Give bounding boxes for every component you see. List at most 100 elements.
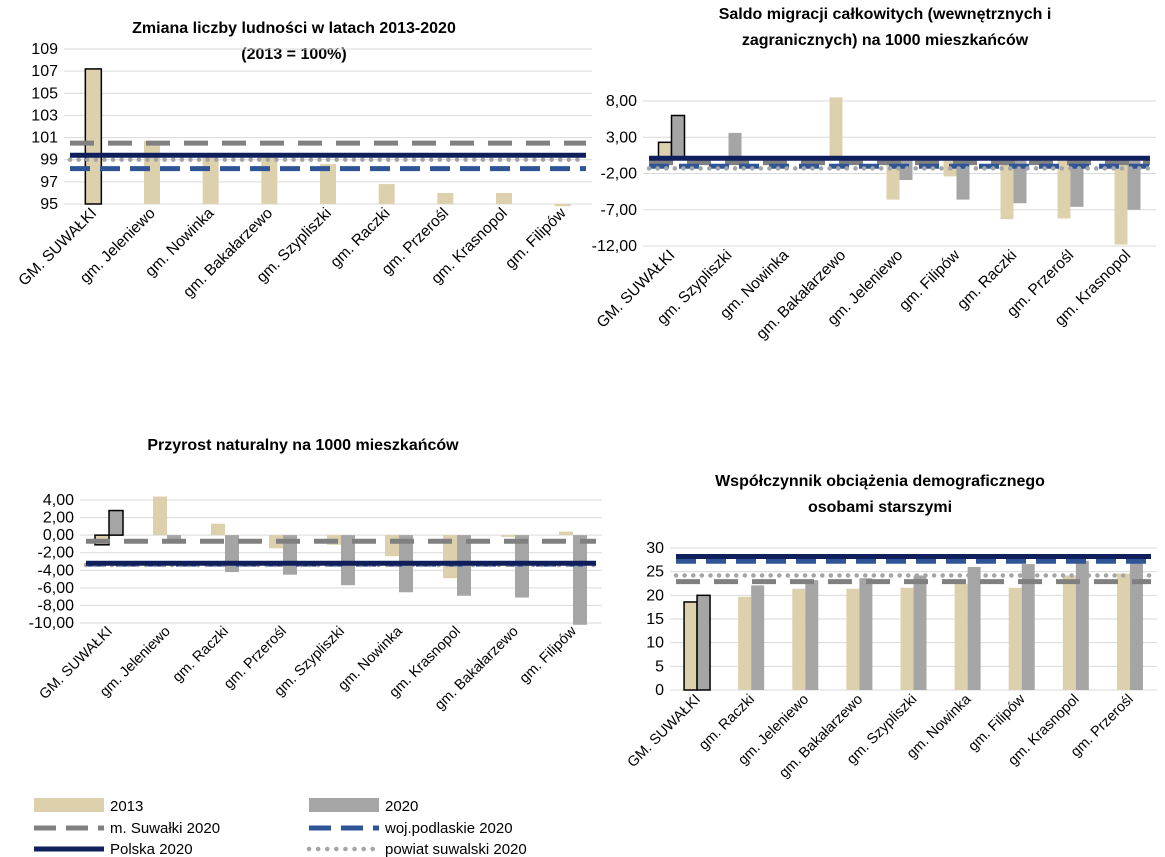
bar-2013-9 bbox=[559, 531, 573, 536]
legend-swatch-2020 bbox=[309, 798, 379, 812]
y-tick-label: 4,00 bbox=[43, 492, 74, 509]
bar-2013-7 bbox=[443, 535, 457, 579]
migration-chart: Saldo migracji całkowitych (wewnętrznych… bbox=[592, 6, 1156, 343]
y-tick-label: 95 bbox=[40, 196, 58, 213]
chart-title-line-2: (2013 = 100%) bbox=[241, 46, 346, 63]
population-chart: Zmiana liczby ludności w latach 2013-202… bbox=[15, 20, 592, 301]
bar-2013-2 bbox=[738, 596, 752, 690]
bar-2013-7 bbox=[437, 192, 454, 204]
bar-2013-1 bbox=[84, 68, 103, 205]
y-tick-label: -7,00 bbox=[601, 202, 638, 219]
bar-2020-6 bbox=[967, 566, 981, 690]
y-tick-label: 30 bbox=[646, 540, 664, 557]
y-tick-label: -8,00 bbox=[38, 597, 75, 614]
bar-2013-9 bbox=[554, 204, 571, 207]
y-tick-label: 15 bbox=[646, 611, 664, 628]
bar-2020-8 bbox=[1070, 159, 1084, 207]
bar-2013-7 bbox=[1008, 587, 1022, 690]
y-tick-label: -10,00 bbox=[29, 615, 74, 632]
y-tick-label: 103 bbox=[31, 107, 58, 124]
bar-2020-1 bbox=[696, 594, 711, 691]
bar-2020-2 bbox=[167, 535, 181, 542]
legend-label-2013: 2013 bbox=[110, 798, 143, 815]
chart-title-line-2: zagranicznych) na 1000 mieszkańców bbox=[742, 32, 1029, 49]
bar-2013-4 bbox=[846, 588, 860, 690]
bar-2020-9 bbox=[1129, 560, 1143, 690]
dependency-chart: Współczynnik obciążenia demograficznego … bbox=[625, 473, 1157, 781]
bar-2020-5 bbox=[341, 535, 355, 586]
y-tick-label: 25 bbox=[646, 564, 664, 581]
y-tick-label: 107 bbox=[31, 63, 58, 80]
legend-item-polska: Polska 2020 bbox=[34, 841, 193, 857]
y-tick-label: 20 bbox=[646, 587, 664, 604]
bar-2020-2 bbox=[751, 585, 765, 690]
y-tick-label: -4,00 bbox=[38, 562, 75, 579]
y-tick-label: 99 bbox=[40, 152, 58, 169]
bar-2013-8 bbox=[501, 535, 515, 537]
chart-title-line-1: Współczynnik obciążenia demograficznego bbox=[715, 473, 1045, 490]
y-tick-label: 109 bbox=[31, 41, 58, 58]
bar-2013-8 bbox=[1057, 159, 1071, 219]
category-label: gm. Filipów bbox=[517, 623, 581, 687]
legend-item-2020: 2020 bbox=[309, 798, 418, 815]
y-tick-label: 0 bbox=[655, 682, 664, 699]
bar-2013-3 bbox=[211, 523, 225, 536]
bar-2013-7 bbox=[1000, 159, 1014, 220]
bar-2020-1 bbox=[108, 509, 124, 536]
bar-2013-8 bbox=[1062, 575, 1076, 690]
bar-2013-4 bbox=[829, 97, 843, 159]
bar-2020-4 bbox=[859, 578, 873, 690]
legend-label-polska: Polska 2020 bbox=[110, 841, 193, 857]
bar-2013-2 bbox=[153, 496, 167, 536]
bar-2013-9 bbox=[1116, 573, 1130, 690]
y-tick-label: 10 bbox=[646, 635, 664, 652]
category-label: gm. Filipów bbox=[896, 246, 964, 314]
bar-2013-1 bbox=[683, 601, 698, 691]
bar-2020-7 bbox=[1021, 564, 1035, 690]
legend: 2013 2020 m. Suwałki 2020 woj.podlaskie … bbox=[34, 798, 527, 857]
category-label: gm. Raczki bbox=[170, 624, 232, 686]
legend-label-powiat: powiat suwalski 2020 bbox=[385, 841, 527, 857]
y-tick-label: 97 bbox=[40, 174, 58, 191]
bar-2020-8 bbox=[1075, 560, 1089, 690]
chart-title-line-1: Zmiana liczby ludności w latach 2013-202… bbox=[132, 20, 456, 37]
bar-2020-3 bbox=[805, 580, 819, 690]
chart-title-line-2: osobami starszymi bbox=[808, 499, 952, 516]
bar-2013-8 bbox=[496, 192, 512, 204]
y-tick-label: -6,00 bbox=[38, 580, 75, 597]
chart-title-line-1: Przyrost naturalny na 1000 mieszkańców bbox=[147, 437, 459, 454]
y-tick-label: -2,00 bbox=[38, 545, 75, 562]
y-tick-label: -2,00 bbox=[601, 166, 638, 183]
legend-label-suwalki-city: m. Suwałki 2020 bbox=[110, 820, 220, 837]
y-tick-label: 101 bbox=[31, 130, 58, 147]
legend-label-podlaskie: woj.podlaskie 2020 bbox=[384, 820, 513, 837]
legend-swatch-2013 bbox=[34, 798, 104, 812]
natural-increase-chart: Przyrost naturalny na 1000 mieszkańców -… bbox=[29, 437, 602, 713]
bar-2020-2 bbox=[728, 132, 742, 159]
y-tick-label: 5 bbox=[655, 658, 664, 675]
bar-2020-9 bbox=[1127, 159, 1141, 210]
legend-item-powiat: powiat suwalski 2020 bbox=[306, 841, 527, 857]
y-tick-label: 105 bbox=[31, 85, 58, 102]
bar-2013-4 bbox=[261, 157, 278, 204]
bar-2013-5 bbox=[320, 164, 336, 204]
chart-title-line-1: Saldo migracji całkowitych (wewnętrznych… bbox=[719, 6, 1052, 23]
bar-2020-7 bbox=[1013, 159, 1027, 204]
category-label: gm. Filipów bbox=[502, 204, 570, 272]
bar-2020-5 bbox=[913, 575, 927, 690]
bar-2020-9 bbox=[573, 535, 587, 625]
bar-2013-2 bbox=[144, 140, 160, 204]
bar-2020-1 bbox=[670, 114, 686, 160]
legend-label-2020: 2020 bbox=[385, 798, 418, 815]
bar-2013-3 bbox=[792, 588, 806, 690]
category-label: GM. SUWAŁKI bbox=[625, 692, 704, 771]
legend-item-suwalki-city: m. Suwałki 2020 bbox=[34, 820, 220, 837]
bar-2013-9 bbox=[1114, 159, 1128, 245]
bar-2013-6 bbox=[385, 535, 399, 557]
bar-2013-5 bbox=[900, 587, 914, 690]
y-tick-label: 3,00 bbox=[606, 129, 637, 146]
y-tick-label: 0,00 bbox=[43, 527, 74, 544]
legend-item-podlaskie: woj.podlaskie 2020 bbox=[309, 820, 513, 837]
bar-2013-6 bbox=[378, 184, 395, 204]
